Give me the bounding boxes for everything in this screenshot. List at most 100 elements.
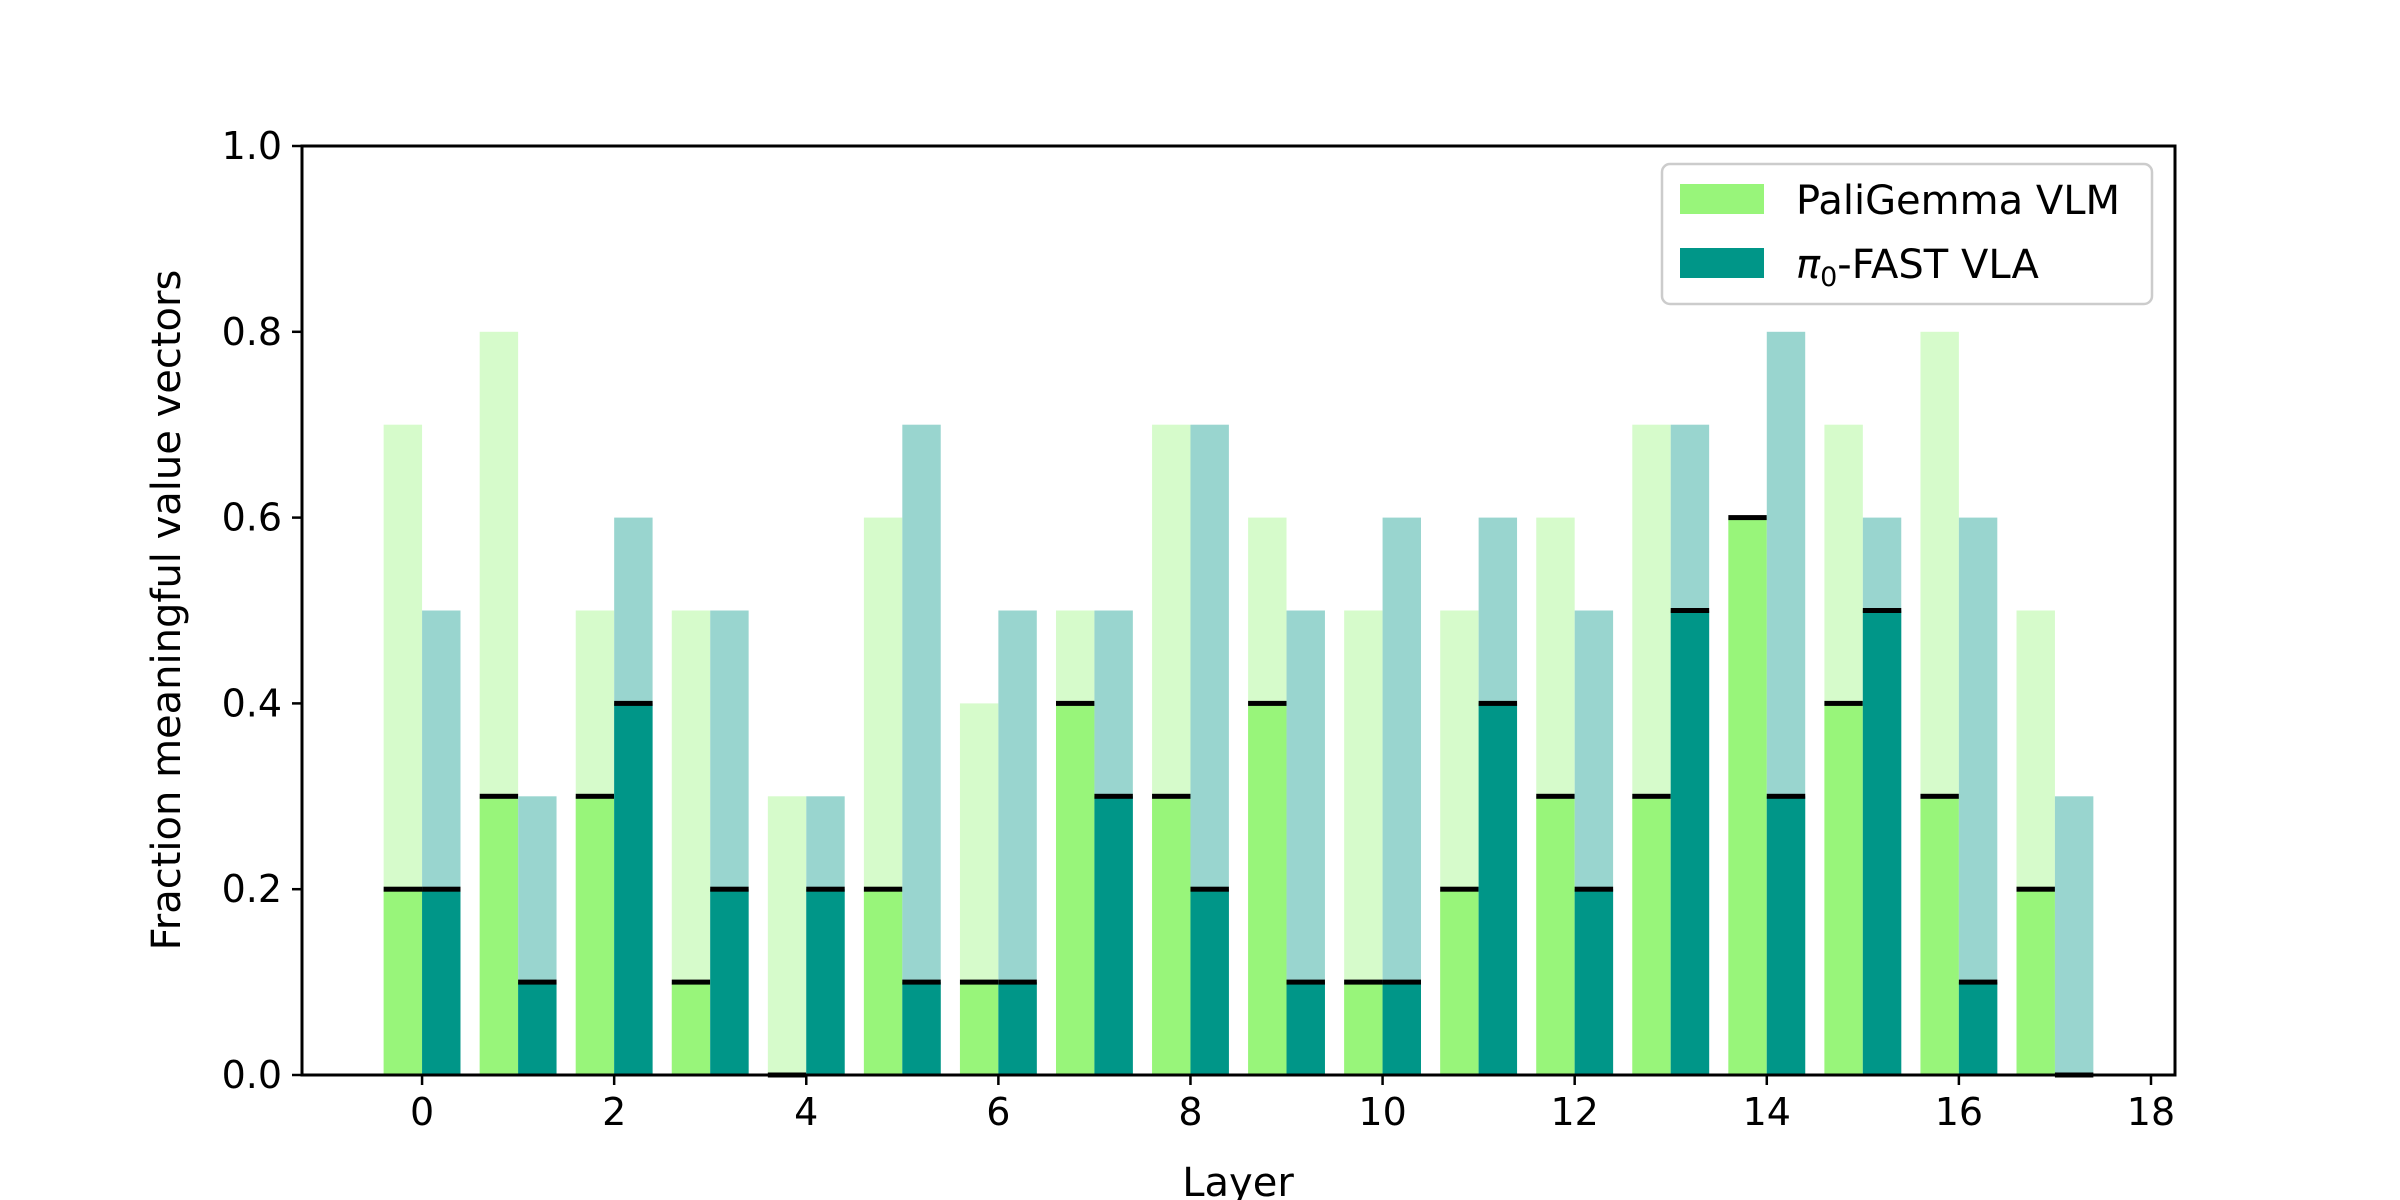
- marker-paligemma-layer-14: [1728, 515, 1767, 521]
- bar-pi0-fast-inner-layer-10: [1382, 982, 1421, 1075]
- bar-pi0-fast-inner-layer-1: [518, 982, 557, 1075]
- bar-paligemma-inner-layer-11: [1440, 889, 1479, 1075]
- legend-box: [1660, 162, 2154, 306]
- ticks-layer: 0 2 4 6 8 10 12 14 16 18 0.0 0.2 0.4 0.6 0.8 1.0: [222, 124, 2176, 1134]
- bars-layer: [383, 331, 2094, 1078]
- marker-paligemma-layer-17: [2016, 886, 2055, 892]
- marker-pi0-fast-layer-0: [422, 886, 461, 892]
- bar-paligemma-inner-layer-9: [1248, 703, 1287, 1075]
- marker-pi0-fast-layer-5: [902, 979, 941, 985]
- bar-pi0-fast-outer-layer-5: [902, 424, 941, 1075]
- marker-paligemma-layer-7: [1056, 700, 1095, 706]
- bar-paligemma-inner-layer-17: [2016, 889, 2055, 1075]
- marker-paligemma-layer-13: [1632, 793, 1671, 799]
- y-tick-label-1.0: 1.0: [222, 124, 282, 168]
- marker-pi0-fast-layer-4: [806, 886, 845, 892]
- marker-pi0-fast-layer-2: [614, 700, 653, 706]
- x-tick-label-12: 12: [1550, 1090, 1598, 1134]
- bar-paligemma-inner-layer-5: [863, 889, 903, 1075]
- bar-pi0-fast-inner-layer-8: [1190, 889, 1229, 1075]
- marker-paligemma-layer-11: [1440, 886, 1479, 892]
- bar-pi0-fast-inner-layer-11: [1478, 703, 1518, 1075]
- bar-pi0-fast-outer-layer-17: [2054, 796, 2094, 1075]
- x-tick-label-6: 6: [986, 1090, 1010, 1134]
- x-axis-label: Layer: [1182, 1160, 1294, 1200]
- legend-label-rest: -FAST VLA: [1837, 242, 2039, 288]
- bar-pi0-fast-inner-layer-4: [806, 889, 845, 1075]
- bar-paligemma-inner-layer-15: [1824, 703, 1863, 1075]
- marker-pi0-fast-layer-10: [1382, 979, 1421, 985]
- legend-swatch-pi0-fast: [1680, 248, 1764, 278]
- bar-pi0-fast-inner-layer-9: [1286, 982, 1325, 1075]
- marker-pi0-fast-layer-15: [1862, 608, 1902, 613]
- bar-paligemma-inner-layer-12: [1536, 796, 1575, 1075]
- bar-paligemma-inner-layer-8: [1152, 796, 1191, 1075]
- marker-paligemma-layer-8: [1152, 793, 1191, 799]
- x-tick-label-18: 18: [2127, 1090, 2175, 1134]
- marker-paligemma-layer-3: [671, 979, 711, 985]
- x-tick-label-14: 14: [1743, 1090, 1791, 1134]
- bar-paligemma-inner-layer-10: [1344, 982, 1383, 1075]
- marker-pi0-fast-layer-13: [1670, 608, 1710, 613]
- marker-paligemma-layer-6: [959, 979, 999, 985]
- marker-paligemma-layer-12: [1536, 793, 1575, 799]
- bar-pi0-fast-inner-layer-5: [902, 982, 941, 1075]
- marker-pi0-fast-layer-12: [1574, 886, 1614, 892]
- legend-label-pi0-fast: π0-FAST VLA: [1796, 242, 2040, 293]
- bar-pi0-fast-inner-layer-2: [614, 703, 653, 1075]
- bar-pi0-fast-inner-layer-0: [422, 889, 461, 1075]
- x-tick-label-16: 16: [1935, 1090, 1983, 1134]
- marker-paligemma-layer-5: [863, 886, 903, 892]
- marker-pi0-fast-layer-8: [1190, 886, 1229, 892]
- marker-paligemma-layer-1: [479, 793, 519, 799]
- marker-paligemma-layer-2: [575, 793, 615, 799]
- legend-swatch-paligemma: [1680, 184, 1764, 214]
- y-axis-label: Fraction meaningful value vectors: [144, 270, 190, 951]
- marker-pi0-fast-layer-11: [1478, 700, 1518, 706]
- bar-pi0-fast-inner-layer-16: [1958, 982, 1998, 1075]
- y-tick-label-0.2: 0.2: [222, 867, 282, 911]
- bar-paligemma-inner-layer-6: [959, 982, 999, 1075]
- bar-paligemma-inner-layer-1: [479, 796, 519, 1075]
- bar-pi0-fast-inner-layer-15: [1862, 610, 1902, 1075]
- bar-paligemma-outer-layer-4: [767, 796, 807, 1075]
- x-tick-label-10: 10: [1358, 1090, 1406, 1134]
- bar-pi0-fast-inner-layer-6: [998, 982, 1037, 1075]
- bar-paligemma-inner-layer-7: [1056, 703, 1095, 1075]
- bar-paligemma-inner-layer-16: [1920, 796, 1959, 1075]
- y-tick-label-0.6: 0.6: [222, 496, 282, 540]
- x-tick-label-8: 8: [1178, 1090, 1202, 1134]
- bar-pi0-fast-inner-layer-12: [1574, 889, 1614, 1075]
- marker-paligemma-layer-15: [1824, 700, 1863, 706]
- pi-subscript: 0: [1820, 262, 1837, 293]
- x-tick-label-4: 4: [794, 1090, 818, 1134]
- bar-pi0-fast-inner-layer-13: [1670, 610, 1710, 1075]
- marker-paligemma-layer-0: [383, 886, 423, 892]
- marker-pi0-fast-layer-9: [1286, 979, 1325, 985]
- y-tick-label-0.8: 0.8: [222, 310, 282, 354]
- marker-pi0-fast-layer-1: [518, 979, 557, 985]
- marker-pi0-fast-layer-3: [710, 886, 749, 892]
- marker-pi0-fast-layer-14: [1766, 793, 1806, 799]
- plot-frame: [300, 144, 2177, 1077]
- bar-paligemma-inner-layer-13: [1632, 796, 1671, 1075]
- marker-paligemma-layer-10: [1344, 979, 1383, 985]
- marker-pi0-fast-layer-6: [998, 979, 1037, 985]
- y-tick-label-0.0: 0.0: [222, 1053, 282, 1097]
- x-tick-label-0: 0: [410, 1090, 434, 1134]
- legend: PaliGemma VLM π0-FAST VLA: [1660, 162, 2154, 306]
- bar-paligemma-inner-layer-0: [383, 889, 423, 1075]
- bar-paligemma-inner-layer-2: [575, 796, 615, 1075]
- marker-paligemma-layer-9: [1248, 700, 1287, 706]
- x-tick-label-2: 2: [602, 1090, 626, 1134]
- bar-pi0-fast-inner-layer-3: [710, 889, 749, 1075]
- bar-paligemma-inner-layer-3: [671, 982, 711, 1075]
- bar-pi0-fast-inner-layer-14: [1766, 796, 1806, 1075]
- marker-paligemma-layer-16: [1920, 793, 1959, 799]
- bar-pi0-fast-inner-layer-7: [1094, 796, 1133, 1075]
- bar-paligemma-inner-layer-14: [1728, 517, 1767, 1075]
- pi-symbol: π: [1796, 242, 1821, 288]
- marker-pi0-fast-layer-16: [1958, 979, 1998, 985]
- y-tick-label-0.4: 0.4: [222, 681, 282, 725]
